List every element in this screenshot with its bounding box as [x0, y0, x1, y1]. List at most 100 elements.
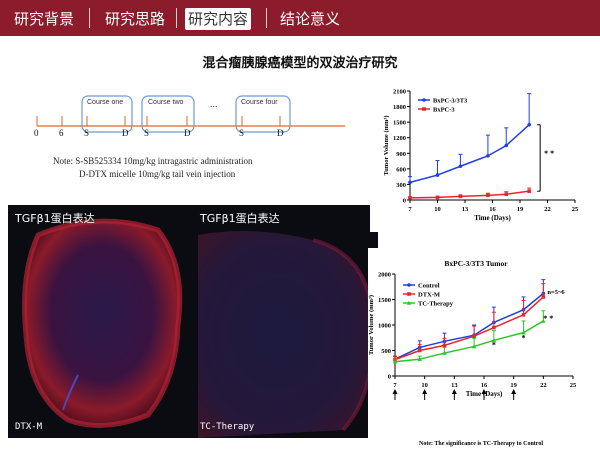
data-point: [442, 343, 447, 348]
x-tick-label: 25: [572, 206, 579, 213]
x-tick-label: 22: [544, 206, 551, 213]
chart-note: Note: The significance is TC-Therapy to …: [419, 441, 543, 447]
y-tick-label: 500: [381, 348, 391, 355]
data-point: [521, 313, 526, 317]
x-tick-label: 7: [393, 382, 397, 389]
course-four-label: Course four: [241, 99, 278, 106]
tab-divider: [89, 8, 90, 28]
data-point: [458, 164, 463, 169]
schedule-note-line2: D-DTX micelle 10mg/kg tail vein injectio…: [79, 169, 236, 179]
micrograph-group-label: TC-Therapy: [200, 422, 255, 432]
x-tick-label: 10: [421, 382, 428, 389]
y-tick-label: 1500: [393, 120, 406, 127]
micrograph-image: [8, 205, 193, 438]
data-point: [521, 330, 526, 335]
tick-label: D: [122, 128, 129, 138]
x-tick-label: 19: [510, 382, 517, 389]
course-two-label: Course two: [148, 99, 184, 106]
tick-label: 0: [34, 128, 39, 138]
dosing-arrow-head: [392, 389, 398, 394]
dosing-arrow-head: [511, 389, 517, 394]
series-2: [392, 310, 546, 364]
significance-star: *: [522, 333, 526, 342]
schedule-note-line1: Note: S-SB525334 10mg/kg intragastric ad…: [53, 156, 253, 166]
tab-divider: [266, 8, 267, 28]
data-point: [492, 325, 496, 330]
dosing-arrow-head: [481, 389, 487, 394]
legend-marker: [407, 292, 411, 296]
y-tick-label: 1800: [393, 104, 406, 111]
tick-label: 6: [59, 128, 64, 138]
data-point: [458, 194, 463, 199]
data-point: [541, 318, 546, 323]
ellipsis: ...: [210, 99, 218, 109]
x-tick-label: 25: [570, 382, 577, 389]
dosing-arrow-head: [451, 389, 457, 394]
course-one-label: Course one: [87, 99, 124, 106]
significance-star: *: [492, 340, 496, 349]
chart-title: BxPC-3/3T3 Tumor: [444, 259, 508, 268]
data-point: [486, 193, 490, 198]
data-point: [472, 334, 476, 339]
top-nav-bar: 研究背景 研究思路 研究内容 结论意义: [0, 0, 600, 36]
y-tick-label: 1200: [393, 135, 406, 142]
tick-label: S: [239, 128, 245, 138]
y-tick-label: 2100: [393, 89, 406, 96]
x-tick-label: 16: [481, 382, 488, 389]
slide-title: 混合瘤胰腺癌模型的双波治疗研究: [202, 56, 398, 71]
legend-label: BxPC-3: [433, 107, 455, 114]
series-1: [393, 283, 546, 362]
series-0: [408, 93, 532, 185]
tab-research-background[interactable]: 研究背景: [14, 10, 75, 28]
chart-tumor-volume-comparison: 0 300 600 900 1200 1500 1800 2100 7 10 13 16 19 22 25 T…: [370, 86, 592, 232]
legend-label: DTX-M: [418, 292, 440, 299]
data-point: [408, 196, 412, 200]
data-point: [417, 356, 422, 361]
y-tick-label: 900: [396, 151, 406, 158]
data-point: [408, 180, 412, 185]
chart-bxpc3-3t3-tumor: 0 500 1000 1500 2000 7 10 13 16 19 22 25 Time (Days)…: [368, 248, 594, 448]
micrograph-label: TGFβ1蛋白表达: [200, 212, 280, 225]
tab-research-approach[interactable]: 研究思路: [105, 10, 166, 28]
tick-label: S: [84, 128, 90, 138]
tab-research-content[interactable]: 研究内容: [185, 8, 252, 30]
series-0: [393, 279, 546, 361]
data-point: [527, 189, 531, 193]
x-tick-label: 13: [451, 382, 458, 389]
tick-label: D: [184, 128, 191, 138]
data-point: [486, 154, 490, 158]
tab-conclusion[interactable]: 结论意义: [280, 10, 341, 28]
data-point: [504, 192, 509, 197]
legend-marker: [422, 98, 426, 102]
legend-label: TC-Therapy: [418, 301, 454, 308]
y-axis-label: Tumor Volume (mm³): [383, 115, 390, 175]
tick-label: D: [277, 128, 284, 138]
y-axis-label: Tumor Volume (mm³): [368, 295, 375, 355]
legend-marker: [407, 283, 411, 287]
tab-divider: [176, 8, 177, 28]
y-tick-label: 1000: [378, 323, 391, 330]
data-point: [435, 173, 440, 177]
legend-label: BxPC-3/3T3: [433, 98, 468, 105]
significance-star: * *: [543, 314, 553, 323]
y-tick-label: 2000: [378, 272, 391, 279]
x-tick-label: 13: [462, 206, 469, 213]
micrograph-label: TGFβ1蛋白表达: [15, 212, 95, 225]
dosing-arrow-head: [422, 389, 428, 394]
micrograph-dtx-m: TGFβ1蛋白表达 DTX-M: [8, 205, 193, 438]
data-point: [435, 195, 440, 200]
data-point: [442, 350, 447, 355]
y-tick-label: 0: [388, 374, 391, 381]
chart-1-svg: 0 300 600 900 1200 1500 1800 2100 7 10 13 16 19 22 25 T…: [383, 89, 579, 223]
series-1: [408, 187, 532, 200]
data-point: [527, 122, 531, 127]
x-axis-label: Time (Days): [474, 214, 511, 222]
legend-marker: [406, 300, 412, 305]
legend-label: Control: [418, 283, 440, 290]
y-tick-label: 300: [396, 182, 406, 189]
x-tick-label: 16: [489, 206, 496, 213]
micrograph-image: [193, 205, 378, 438]
y-tick-label: 600: [396, 166, 406, 173]
series-line: [409, 190, 530, 199]
